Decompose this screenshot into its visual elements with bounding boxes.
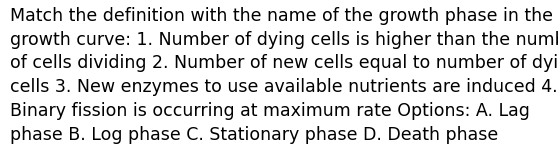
Text: Match the definition with the name of the growth phase in the
growth curve: 1. N: Match the definition with the name of th… — [10, 7, 558, 144]
